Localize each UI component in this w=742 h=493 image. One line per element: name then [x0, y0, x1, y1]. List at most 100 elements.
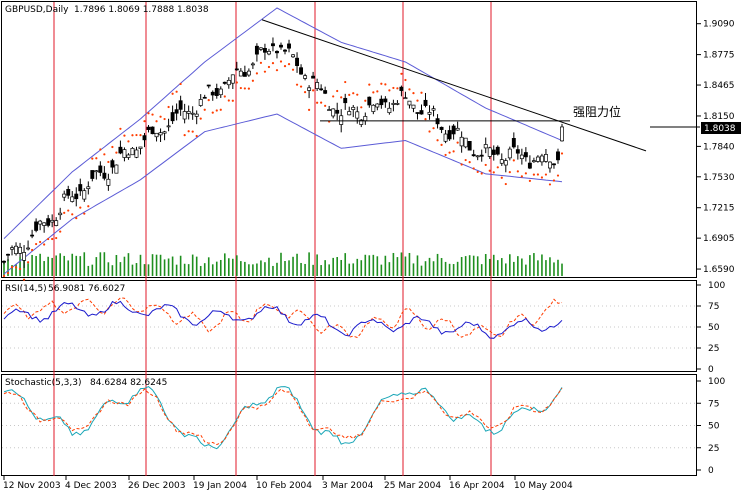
volume-bar: [492, 254, 495, 276]
volume-bar: [260, 260, 262, 276]
current-price-box: [701, 122, 741, 134]
candle-body: [6, 253, 10, 256]
rsi_panel-tick-label: 50: [708, 323, 720, 333]
candle-body: [22, 252, 27, 261]
candle-body: [347, 111, 352, 116]
volume-bar: [95, 257, 98, 276]
candle-body: [230, 74, 235, 84]
candle-body: [170, 112, 175, 122]
sar-dot: [336, 89, 339, 93]
volume-bar: [320, 265, 322, 276]
sar-dot: [436, 139, 439, 142]
volume-bar: [553, 262, 555, 276]
candle-body: [58, 212, 63, 216]
stoch-k-line: [3, 386, 563, 450]
rsi-signal-line: [3, 297, 563, 339]
sar-dot: [83, 212, 86, 215]
sar-dot: [59, 230, 62, 233]
sar-dot: [380, 82, 383, 85]
candle-body: [30, 234, 35, 237]
sar-dot: [191, 130, 194, 133]
sar-dot: [22, 278, 26, 281]
sar-dot: [31, 248, 34, 252]
candle-body: [419, 110, 424, 115]
volume-bar: [496, 260, 499, 276]
candle-body: [186, 111, 191, 114]
volume-bar: [328, 264, 330, 276]
volume-bar: [11, 265, 13, 276]
candle-body: [246, 70, 251, 76]
candle-body: [46, 218, 51, 226]
sar-dot: [275, 69, 279, 72]
volume-bar: [71, 253, 74, 276]
volume-bar: [115, 254, 118, 276]
sar-dot: [416, 99, 419, 102]
stoch-axis: 100 75 50 25 0: [697, 377, 725, 476]
sar-dot: [63, 211, 66, 214]
candle-body: [54, 220, 59, 226]
sar-dot: [488, 169, 491, 172]
bollinger-bands: [3, 7, 563, 275]
volume-bar: [388, 262, 391, 276]
rsi_panel-tick-label: 100: [708, 281, 725, 291]
candle-body: [499, 159, 504, 164]
candle-body: [552, 163, 556, 166]
candle-body: [548, 161, 552, 169]
volume-bar: [7, 259, 9, 276]
volume-bar: [428, 257, 431, 276]
rsi-values-label: 56.9081 76.6027: [48, 284, 125, 294]
sar-dot: [183, 134, 186, 137]
sar-dot: [195, 134, 198, 138]
volume-bar: [525, 264, 527, 276]
candle-body: [66, 189, 71, 196]
sar-dot: [151, 113, 154, 116]
sar-dot: [432, 127, 435, 130]
volume-bar: [412, 263, 415, 276]
volume-bar: [521, 258, 523, 276]
volume-bar: [183, 263, 186, 276]
volume-bar: [541, 254, 543, 276]
sar-dot: [135, 133, 138, 137]
rsi-axis: 100 75 50 25 0: [697, 281, 725, 375]
candle-body: [34, 221, 39, 231]
volume-bar: [348, 263, 351, 276]
sar-dot: [516, 170, 519, 173]
stoch-d-line: [3, 388, 563, 446]
candle-body: [118, 146, 123, 154]
volume-bar: [103, 252, 106, 276]
sar-dot: [107, 160, 110, 164]
sar-dot: [127, 140, 130, 143]
sar-dot: [259, 61, 263, 64]
sar-dot: [340, 96, 343, 99]
candle-body: [210, 91, 215, 96]
candle-body: [14, 245, 18, 255]
volume-bar: [549, 257, 551, 276]
date-label: 12 Nov 2003: [3, 481, 61, 491]
candle-body: [451, 125, 456, 135]
sar-dot: [456, 141, 459, 144]
sar-dot: [376, 90, 379, 93]
volume-bar: [432, 261, 435, 276]
candle-body: [130, 147, 135, 156]
sar-dot: [71, 213, 74, 216]
candle-body: [78, 184, 83, 192]
volume-bar: [472, 255, 475, 276]
candle-body: [399, 86, 404, 91]
sar-dot: [235, 81, 238, 84]
sar-dot: [247, 87, 250, 90]
sar-dot: [299, 85, 303, 88]
volume-bar: [557, 259, 559, 276]
volume-bar: [83, 252, 86, 276]
rsi_panel-tick-label: 75: [708, 302, 719, 312]
candle-body: [262, 48, 267, 53]
sar-dot: [279, 60, 283, 63]
volume-bar: [155, 254, 158, 276]
candle-body: [182, 111, 187, 120]
volume-bar: [236, 255, 238, 276]
candle-body: [519, 154, 524, 160]
candle-body: [311, 75, 316, 79]
sar-dot: [400, 72, 403, 75]
volume-bar: [533, 253, 535, 276]
volume-bar: [517, 256, 519, 276]
